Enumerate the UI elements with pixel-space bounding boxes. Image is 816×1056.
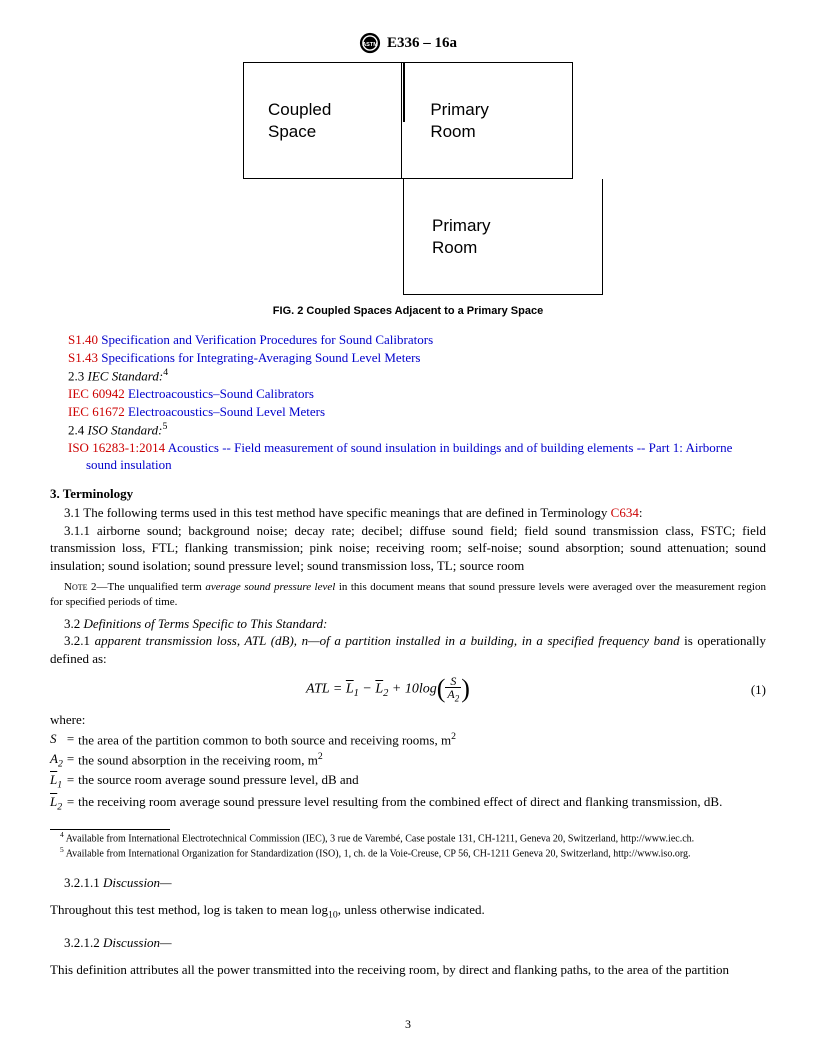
ref-c634[interactable]: C634: [611, 505, 639, 520]
discussion-3-2-1-1-body: Throughout this test method, log is take…: [50, 901, 766, 922]
footnote-ref-4[interactable]: 4: [163, 367, 168, 378]
ref-title-s143[interactable]: Specifications for Integrating-Averaging…: [101, 350, 420, 365]
section-3-heading: 3. Terminology: [50, 486, 766, 502]
fig-box-primary-top: Primary Room: [401, 62, 573, 179]
note-2: Note 2—The unqualified term average soun…: [50, 580, 766, 609]
where-definitions: S=the area of the partition common to bo…: [50, 730, 726, 815]
para-3-2: 3.2 Definitions of Terms Specific to Thi…: [50, 615, 766, 633]
discussion-3-2-1-1-head: 3.2.1.1 Discussion—: [50, 875, 766, 891]
ref-title-iec60942[interactable]: Electroacoustics–Sound Calibrators: [128, 386, 314, 401]
ref-code-iec61672[interactable]: IEC 61672: [68, 404, 125, 419]
iso-section-title: ISO Standard:: [88, 422, 163, 437]
ref-title-iso16283-a[interactable]: Acoustics -- Field measurement of sound …: [168, 440, 733, 455]
ref-code-s143[interactable]: S1.43: [68, 350, 98, 365]
fig-box-coupled: Coupled Space: [243, 62, 401, 179]
para-3-1-1: 3.1.1 airborne sound; background noise; …: [50, 522, 766, 575]
fig-box-primary-bottom: Primary Room: [403, 179, 603, 295]
para-3-2-1: 3.2.1 apparent transmission loss, ATL (d…: [50, 632, 766, 667]
astm-logo-icon: ASTM: [359, 32, 381, 54]
footnote-4: 4 Available from International Electrote…: [50, 830, 766, 845]
svg-text:ASTM: ASTM: [362, 42, 378, 48]
ref-title-s140[interactable]: Specification and Verification Procedure…: [101, 332, 433, 347]
page-number: 3: [0, 1017, 816, 1032]
discussion-3-2-1-2-body: This definition attributes all the power…: [50, 961, 766, 979]
figure-2: Coupled Space Primary Room Primary Room: [243, 62, 573, 295]
references-block: S1.40 Specification and Verification Pro…: [50, 331, 766, 474]
figure-caption: FIG. 2 Coupled Spaces Adjacent to a Prim…: [50, 305, 766, 317]
iec-section-title: IEC Standard:: [88, 368, 164, 383]
ref-code-s140[interactable]: S1.40: [68, 332, 98, 347]
iec-section-num: 2.3: [68, 368, 88, 383]
ref-code-iso16283[interactable]: ISO 16283-1:2014: [68, 440, 165, 455]
where-label: where:: [50, 712, 766, 728]
para-3-1: 3.1 The following terms used in this tes…: [50, 504, 766, 522]
ref-title-iec61672[interactable]: Electroacoustics–Sound Level Meters: [128, 404, 325, 419]
iso-section-num: 2.4: [68, 422, 88, 437]
equation-1: ATL = L1 − L2 + 10log(SA2) (1): [50, 675, 766, 703]
designation-text: E336 – 16a: [387, 35, 457, 52]
page-header: ASTM E336 – 16a: [50, 32, 766, 54]
ref-title-iso16283-b[interactable]: sound insulation: [86, 457, 172, 472]
footnote-5: 5 Available from International Organizat…: [50, 845, 766, 860]
footnote-ref-5[interactable]: 5: [163, 421, 168, 432]
equation-number: (1): [726, 682, 766, 698]
ref-code-iec60942[interactable]: IEC 60942: [68, 386, 125, 401]
discussion-3-2-1-2-head: 3.2.1.2 Discussion—: [50, 935, 766, 951]
